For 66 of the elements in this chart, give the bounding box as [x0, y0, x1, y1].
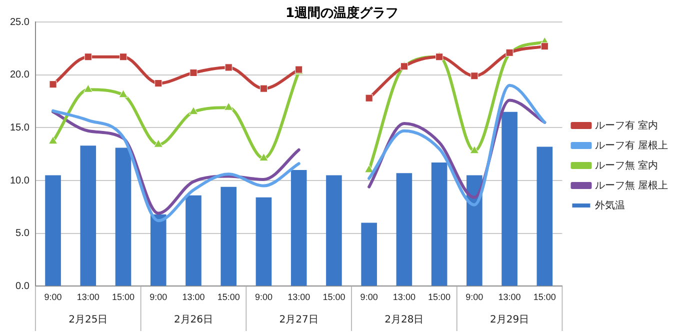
bar	[256, 197, 272, 286]
point	[49, 80, 57, 88]
bar	[150, 214, 166, 286]
text: 2月28日	[384, 314, 424, 326]
chart-title: 1週間の温度グラフ	[285, 6, 399, 21]
text: 2月27日	[279, 314, 318, 326]
x-tick-label: 13:00	[182, 292, 205, 302]
x-tick-label: 13:00	[392, 292, 416, 302]
legend-label: ルーフ有 室内	[595, 119, 658, 132]
x-tick-label: 15:00	[533, 292, 556, 302]
bar	[361, 222, 377, 286]
bar	[536, 146, 553, 286]
point	[84, 53, 92, 61]
y-tick-label: 15.0	[10, 122, 30, 134]
point	[365, 94, 373, 102]
bar	[115, 148, 132, 286]
x-tick-label: 15:00	[322, 292, 346, 302]
point	[224, 102, 234, 110]
x-tick-label: 15:00	[112, 292, 135, 302]
legend-label: ルーフ有 屋根上	[595, 139, 668, 152]
point	[224, 64, 232, 72]
x-tick-label: 9:00	[44, 292, 62, 302]
x-tick-label: 13:00	[498, 292, 521, 302]
bar	[45, 175, 61, 286]
x-tick-label: 9:00	[360, 292, 378, 302]
y-tick-label: 10.0	[10, 175, 30, 186]
y-tick-label: 20.0	[10, 70, 30, 81]
point	[259, 153, 268, 162]
point	[119, 53, 128, 61]
text: 2月26日	[174, 314, 214, 326]
x-tick-label: 15:00	[428, 292, 451, 302]
legend-label: ルーフ無 室内	[595, 159, 658, 172]
bar	[220, 186, 237, 286]
bar	[466, 175, 482, 286]
bar	[290, 170, 307, 286]
y-tick-label: 0.0	[16, 280, 30, 292]
point	[260, 84, 268, 92]
point	[188, 106, 198, 115]
x-tick-label: 9:00	[466, 292, 484, 302]
point	[154, 139, 163, 148]
bar	[326, 175, 342, 286]
x-tick-label: 15:00	[217, 292, 240, 302]
x-tick-label: 13:00	[288, 292, 310, 302]
legend-label: 外気温	[595, 199, 626, 212]
point	[470, 72, 478, 80]
point	[190, 68, 198, 77]
point	[48, 136, 58, 144]
legend-label: ルーフ無 屋根上	[595, 179, 668, 192]
bar	[431, 162, 448, 286]
point	[84, 84, 93, 92]
x-tick-label: 9:00	[150, 292, 168, 302]
point	[154, 80, 162, 88]
bar	[396, 173, 412, 286]
bar	[502, 112, 518, 286]
y-tick-label: 25.0	[10, 16, 30, 28]
x-tick-label: 13:00	[76, 292, 100, 302]
x-tick-label: 9:00	[254, 292, 272, 302]
point	[470, 146, 480, 154]
bar	[80, 146, 96, 286]
y-tick-label: 5.0	[16, 228, 30, 240]
text: 2月25日	[68, 314, 108, 326]
point	[118, 90, 128, 98]
point	[540, 42, 548, 50]
text: 2月29日	[490, 314, 530, 326]
bar	[186, 195, 202, 286]
point	[364, 164, 374, 173]
